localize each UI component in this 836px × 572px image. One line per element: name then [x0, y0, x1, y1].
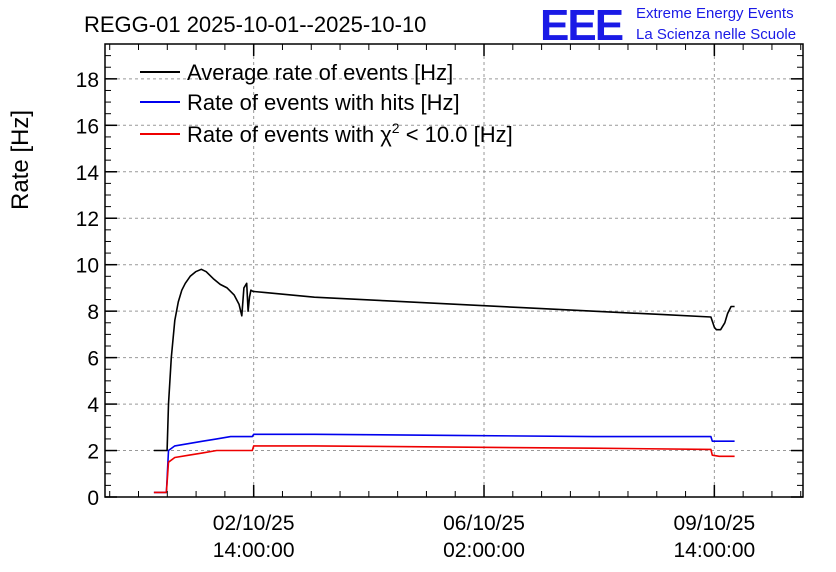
y-axis-label: Rate [Hz]	[7, 110, 34, 210]
y-tick-label: 10	[76, 255, 99, 278]
y-tick-label: 6	[87, 348, 99, 371]
y-tick-label: 16	[76, 115, 99, 138]
axes-layer: 0 2 4 6 8 10 12 14 16 18 02/10/25 14:00:00 06/10/25 0…	[76, 43, 804, 562]
legend: Average rate of events [Hz] Rate of event…	[140, 60, 513, 147]
y-tick-label: 2	[87, 441, 99, 464]
series-line-2	[153, 433, 735, 494]
grid-layer	[105, 44, 803, 497]
eee-logo: EEE	[540, 1, 623, 50]
series-layer	[153, 268, 735, 494]
y-tick-label: 0	[87, 487, 99, 510]
brand-line-2: La Scienza nelle Scuole	[636, 26, 796, 43]
y-tick-label: 4	[87, 394, 99, 417]
legend-label-3: Rate of events with χ2 < 10.0 [Hz]	[187, 120, 513, 147]
brand-line-1: Extreme Energy Events	[636, 5, 794, 22]
x-tick-date: 02/10/25	[213, 512, 295, 535]
y-tick-label: 18	[76, 69, 99, 92]
plot-frame	[104, 43, 804, 498]
series-line-1	[153, 268, 735, 452]
x-tick-time: 14:00:00	[673, 539, 755, 562]
legend-label-2: Rate of events with hits [Hz]	[187, 90, 460, 115]
x-tick-time: 02:00:00	[443, 539, 525, 562]
x-tick-time: 14:00:00	[213, 539, 295, 562]
y-tick-label: 8	[87, 301, 99, 324]
y-tick-label: 12	[76, 208, 99, 231]
y-tick-label: 14	[76, 162, 100, 185]
series-line-3	[153, 445, 735, 494]
chart-title: REGG-01 2025-10-01--2025-10-10	[84, 12, 426, 37]
legend-label-1: Average rate of events [Hz]	[187, 60, 453, 85]
x-tick-date: 06/10/25	[443, 512, 525, 535]
x-tick-date: 09/10/25	[673, 512, 755, 535]
